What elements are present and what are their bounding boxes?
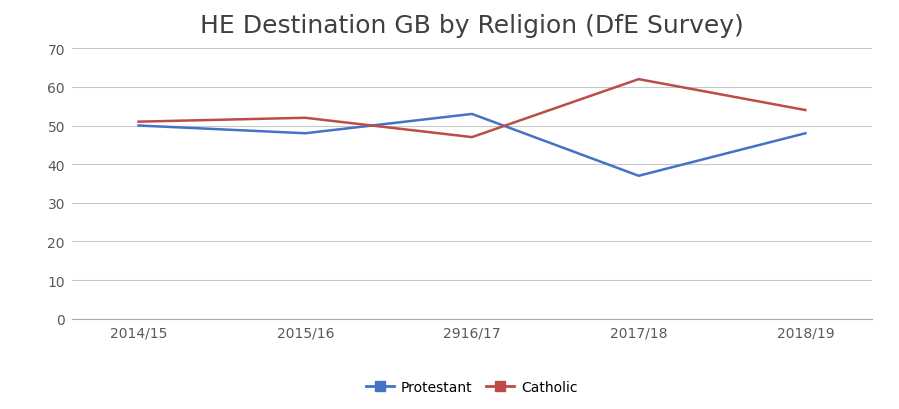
Protestant (300, 131, 311, 136)
Protestant (633, 174, 644, 179)
Catholic (467, 135, 477, 140)
Catholic (800, 108, 811, 113)
Legend: Protestant, Catholic: Protestant, Catholic (360, 375, 583, 400)
Line: Catholic: Catholic (138, 80, 806, 138)
Protestant (133, 124, 144, 129)
Catholic (300, 116, 311, 121)
Catholic (133, 120, 144, 125)
Protestant (467, 112, 477, 117)
Protestant (800, 131, 811, 136)
Line: Protestant: Protestant (138, 115, 806, 176)
Title: HE Destination GB by Religion (DfE Survey): HE Destination GB by Religion (DfE Surve… (200, 13, 743, 38)
Catholic (633, 77, 644, 82)
